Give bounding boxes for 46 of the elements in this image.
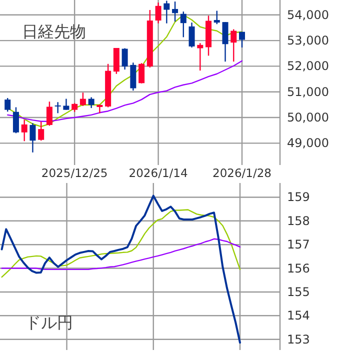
y-tick-label: 159 — [287, 190, 310, 204]
candlestick — [54, 102, 61, 114]
y-tick-label: 52,000 — [287, 59, 329, 74]
candlestick — [38, 121, 44, 142]
candlestick — [172, 0, 178, 22]
y-tick-label: 154 — [287, 308, 310, 323]
y-tick-label: 156 — [287, 261, 310, 276]
candlestick — [138, 62, 145, 84]
candlestick — [230, 28, 237, 62]
x-tick-label: 2025/12/25 — [41, 166, 108, 180]
y-tick-label: 54,000 — [287, 8, 329, 22]
y-tick-label: 155 — [287, 284, 310, 299]
y-tick-label: 50,000 — [287, 110, 329, 125]
candlestick — [180, 10, 186, 38]
candlestick — [12, 106, 19, 134]
candlestick — [4, 97, 11, 112]
y-tick-label: 49,000 — [287, 136, 329, 150]
candlestick — [63, 98, 70, 110]
candlestick — [46, 101, 52, 126]
candlestick — [96, 104, 103, 114]
candlestick — [88, 96, 94, 109]
candlestick — [130, 62, 136, 92]
candlestick — [239, 31, 245, 48]
y-tick-label: 158 — [287, 214, 310, 228]
y-tick-label: 157 — [287, 238, 310, 252]
candlestick — [80, 92, 86, 107]
text: 日経先物 — [22, 22, 86, 41]
text: ドル円 — [25, 313, 73, 332]
y-tick-label: 51,000 — [287, 84, 329, 99]
line-series — [1, 238, 241, 270]
line-series — [1, 209, 241, 278]
candlestick — [122, 48, 128, 70]
candlestick — [30, 122, 36, 154]
candlestick — [197, 42, 204, 72]
candlestick — [113, 47, 120, 75]
candlestick — [188, 22, 195, 48]
y-tick-label: 53,000 — [287, 34, 329, 48]
candlestick — [214, 10, 220, 25]
candlestick — [222, 21, 228, 62]
candlestick — [164, 0, 170, 24]
y-tick-label: 153 — [287, 332, 310, 346]
candlestick — [155, 2, 162, 24]
line-series — [0, 194, 241, 344]
x-tick-label: 2026/1/14 — [128, 166, 188, 180]
x-tick-label: 2026/1/28 — [212, 166, 272, 180]
candlestick — [21, 119, 28, 142]
